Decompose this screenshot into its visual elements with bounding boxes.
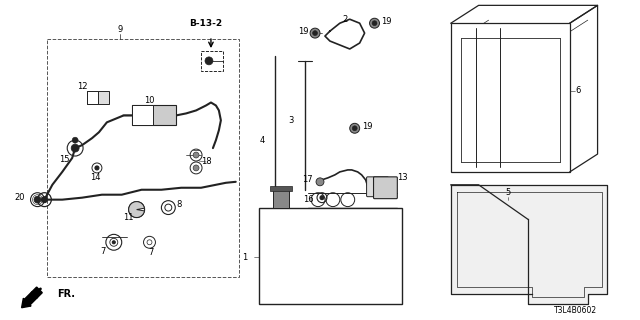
Circle shape [320,196,324,200]
Text: 18: 18 [201,157,211,166]
Text: 15: 15 [59,156,70,164]
Text: 6: 6 [575,86,580,95]
Text: 9: 9 [117,25,122,34]
Circle shape [310,28,320,38]
FancyArrow shape [22,287,42,308]
Text: 10: 10 [144,96,155,105]
Circle shape [312,31,317,36]
Text: 11: 11 [124,213,134,222]
Bar [259,208,403,304]
Text: 3: 3 [288,116,293,125]
Text: 19: 19 [381,17,392,26]
Wedge shape [129,202,145,218]
Bar [87,91,98,105]
Circle shape [369,18,380,28]
Bar [87,91,109,105]
Text: 19: 19 [298,27,308,36]
Text: 5: 5 [506,188,511,197]
Text: 4: 4 [259,136,264,145]
Text: 12: 12 [77,82,87,91]
Text: 1: 1 [243,253,248,262]
Circle shape [316,178,324,186]
Bar [132,106,154,125]
Text: 2: 2 [342,15,348,24]
Bar [273,190,289,208]
FancyBboxPatch shape [367,177,388,197]
Text: T3L4B0602: T3L4B0602 [554,306,598,315]
Text: 20: 20 [14,193,24,202]
Circle shape [42,197,47,203]
Circle shape [352,126,357,131]
Bar [271,186,292,191]
Text: 16: 16 [303,195,314,204]
Circle shape [72,137,78,143]
Circle shape [193,152,199,158]
Text: 19: 19 [362,122,372,131]
Circle shape [205,57,213,65]
Text: 14: 14 [90,173,100,182]
FancyBboxPatch shape [374,177,397,199]
Text: B-13-2: B-13-2 [189,19,223,28]
Text: 7: 7 [100,247,106,256]
Circle shape [34,196,41,203]
Bar [132,106,176,125]
Text: 17: 17 [303,175,313,184]
Circle shape [71,144,79,152]
Polygon shape [451,185,607,304]
Bar [201,51,223,71]
Text: 13: 13 [397,173,408,182]
Circle shape [349,123,360,133]
Circle shape [372,21,377,26]
Text: 7: 7 [148,248,153,257]
Bar [451,23,570,172]
Text: FR.: FR. [58,289,76,299]
Circle shape [95,166,99,170]
Bar [47,39,239,277]
Circle shape [193,165,199,171]
Text: 8: 8 [177,200,182,209]
Circle shape [112,241,115,244]
